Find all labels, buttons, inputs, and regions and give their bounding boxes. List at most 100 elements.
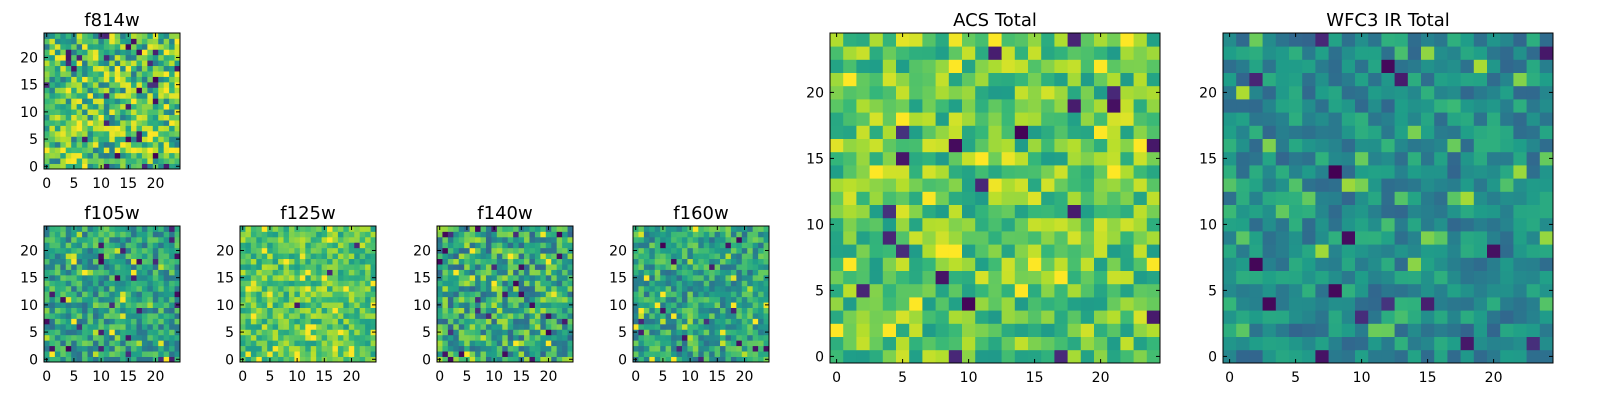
heatmap-cell: [453, 280, 460, 287]
heatmap-cell: [529, 269, 536, 276]
heatmap-cell: [299, 231, 306, 238]
heatmap-cell: [354, 253, 361, 260]
heatmap-cell: [1120, 217, 1134, 232]
heatmap-cell: [988, 323, 1002, 337]
heatmap-cell: [1094, 310, 1108, 324]
heatmap-cell: [529, 340, 536, 347]
heatmap-cell: [131, 302, 137, 308]
heatmap-cell: [513, 236, 519, 243]
heatmap-cell: [348, 258, 355, 265]
heatmap-cell: [1513, 151, 1527, 166]
heatmap-cell: [747, 285, 754, 292]
heatmap-cell: [1223, 46, 1237, 60]
heatmap-cell: [1315, 270, 1329, 285]
heatmap-cell: [354, 247, 361, 254]
heatmap-cell: [1526, 112, 1541, 126]
heatmap-cell: [152, 65, 159, 72]
heatmap-cell: [114, 296, 121, 303]
heatmap-cell: [698, 302, 705, 308]
heatmap-cell: [1133, 283, 1148, 298]
heatmap-cell: [1223, 217, 1237, 232]
heatmap-cell: [136, 76, 143, 83]
heatmap-cell: [92, 65, 99, 72]
heatmap-cell: [49, 60, 56, 67]
heatmap-cell: [687, 340, 694, 347]
heatmap-cell: [725, 247, 732, 254]
heatmap-cell: [71, 291, 78, 298]
heatmap-cell: [92, 33, 99, 39]
heatmap-cell: [250, 269, 257, 276]
heatmap-cell: [524, 274, 530, 281]
heatmap-cell: [496, 247, 503, 254]
heatmap-cell: [551, 356, 558, 363]
heatmap-cell: [163, 296, 170, 303]
heatmap-cell: [359, 269, 366, 276]
heatmap-cell: [736, 340, 743, 347]
heatmap-cell: [676, 318, 683, 325]
heatmap-cell: [147, 136, 154, 143]
heatmap-cell: [507, 253, 514, 260]
heatmap-cell: [1473, 310, 1488, 324]
heatmap-cell: [529, 280, 536, 287]
heatmap-cell: [365, 226, 371, 232]
heatmap-cell: [830, 112, 844, 126]
heatmap-cell: [458, 258, 465, 265]
heatmap-cell: [1067, 165, 1082, 179]
heatmap-cell: [54, 285, 61, 292]
heatmap-cell: [660, 313, 667, 319]
heatmap-cell: [365, 274, 371, 281]
heatmap-cell: [654, 313, 661, 319]
heatmap-cell: [1500, 323, 1514, 337]
heatmap-cell: [442, 307, 449, 314]
x-tick-label: 10: [960, 370, 978, 386]
heatmap-cell: [327, 307, 333, 314]
heatmap-cell: [475, 291, 481, 298]
heatmap-cell: [49, 247, 56, 254]
heatmap-cell: [725, 269, 732, 276]
heatmap-cell: [540, 226, 547, 232]
heatmap-cell: [1041, 336, 1055, 351]
heatmap-cell: [1381, 33, 1395, 47]
heatmap-cell: [654, 351, 661, 357]
heatmap-cell: [1434, 85, 1448, 100]
heatmap-cell: [469, 291, 476, 298]
heatmap-cell: [310, 302, 317, 308]
heatmap-cell: [1146, 85, 1161, 100]
heatmap-cell: [109, 163, 116, 170]
heatmap-cell: [524, 226, 530, 232]
heatmap-cell: [1120, 151, 1134, 166]
heatmap-cell: [174, 49, 181, 56]
heatmap-cell: [310, 340, 317, 347]
heatmap-cell: [469, 345, 476, 352]
heatmap-cell: [103, 60, 110, 67]
heatmap-cell: [747, 318, 754, 325]
heatmap-cell: [174, 269, 181, 276]
heatmap-cell: [299, 356, 306, 363]
heatmap-cell: [447, 356, 454, 363]
heatmap-cell: [87, 130, 94, 137]
heatmap-cell: [540, 329, 547, 336]
heatmap-cell: [348, 345, 355, 352]
heatmap-cell: [703, 258, 710, 265]
heatmap-cell: [152, 291, 159, 298]
heatmap-cell: [169, 236, 175, 243]
heatmap-cell: [332, 285, 339, 292]
heatmap-cell: [131, 60, 137, 67]
heatmap-cell: [502, 274, 509, 281]
heatmap-cell: [856, 204, 870, 219]
heatmap-cell: [551, 345, 558, 352]
heatmap-cell: [87, 141, 94, 148]
heatmap-cell: [103, 318, 110, 325]
heatmap-cell: [720, 291, 726, 298]
heatmap-cell: [141, 141, 148, 148]
heatmap-cell: [496, 253, 503, 260]
heatmap-cell: [681, 302, 688, 308]
heatmap-cell: [288, 334, 295, 341]
heatmap-cell: [1146, 349, 1161, 364]
heatmap-cell: [82, 280, 88, 287]
heatmap-cell: [458, 323, 465, 330]
heatmap-cell: [741, 329, 748, 336]
heatmap-cell: [935, 72, 950, 87]
heatmap-cell: [76, 247, 83, 254]
heatmap-cell: [1355, 270, 1369, 285]
